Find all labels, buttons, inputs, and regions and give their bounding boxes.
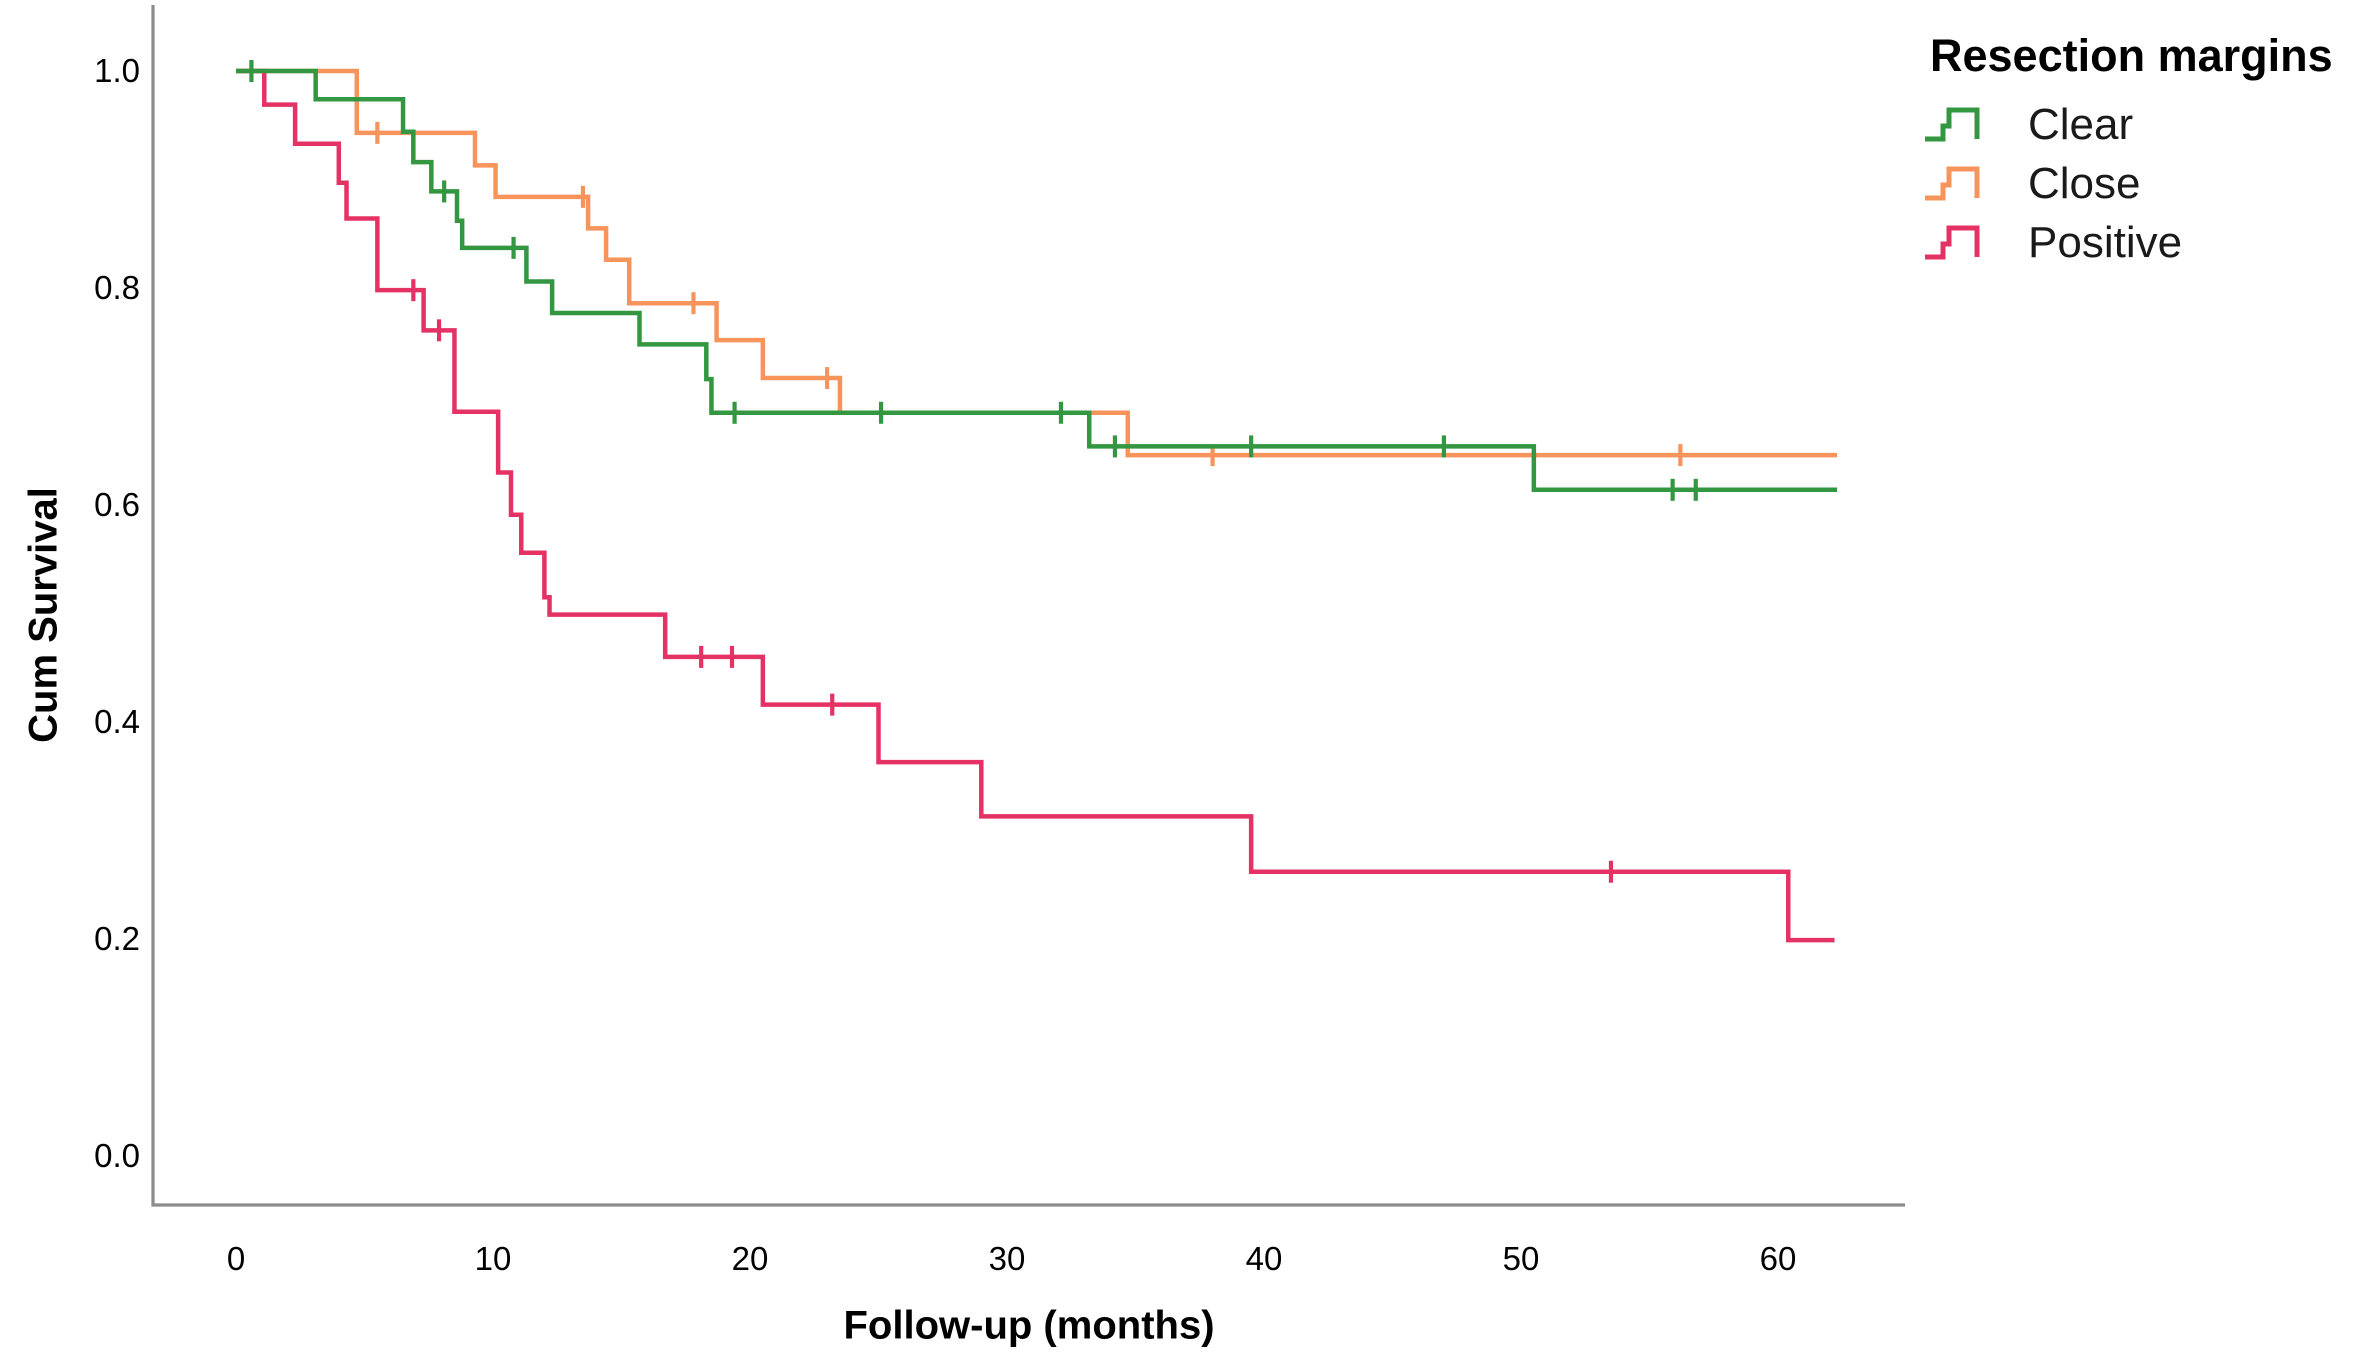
y-axis-title: Cum Survival bbox=[21, 487, 66, 743]
svg-text:0.2: 0.2 bbox=[94, 920, 140, 957]
svg-text:0: 0 bbox=[227, 1240, 245, 1277]
close-step-icon bbox=[1925, 166, 1980, 201]
legend-item-close: Close bbox=[1922, 159, 2362, 208]
legend-title: Resection margins bbox=[1930, 30, 2333, 81]
legend-item-positive: Positive bbox=[1922, 218, 2362, 267]
legend-item-clear: Clear bbox=[1922, 100, 2362, 149]
legend: Resection margins Clear Close Positive bbox=[1922, 30, 2362, 267]
svg-text:50: 50 bbox=[1503, 1240, 1540, 1277]
svg-text:10: 10 bbox=[475, 1240, 512, 1277]
legend-label: Clear bbox=[2028, 100, 2134, 149]
svg-text:30: 30 bbox=[989, 1240, 1026, 1277]
x-axis-title: Follow-up (months) bbox=[843, 1303, 1215, 1348]
svg-text:60: 60 bbox=[1760, 1240, 1797, 1277]
positive-step-icon bbox=[1925, 225, 1980, 260]
svg-text:20: 20 bbox=[732, 1240, 769, 1277]
svg-text:0.8: 0.8 bbox=[94, 269, 140, 306]
svg-text:0.0: 0.0 bbox=[94, 1137, 140, 1174]
svg-text:1.0: 1.0 bbox=[94, 52, 140, 89]
svg-text:0.4: 0.4 bbox=[94, 703, 140, 740]
legend-label: Positive bbox=[2028, 218, 2183, 267]
clear-step-icon bbox=[1925, 107, 1980, 142]
legend-label: Close bbox=[2028, 159, 2141, 208]
svg-text:40: 40 bbox=[1246, 1240, 1283, 1277]
svg-text:0.6: 0.6 bbox=[94, 486, 140, 523]
